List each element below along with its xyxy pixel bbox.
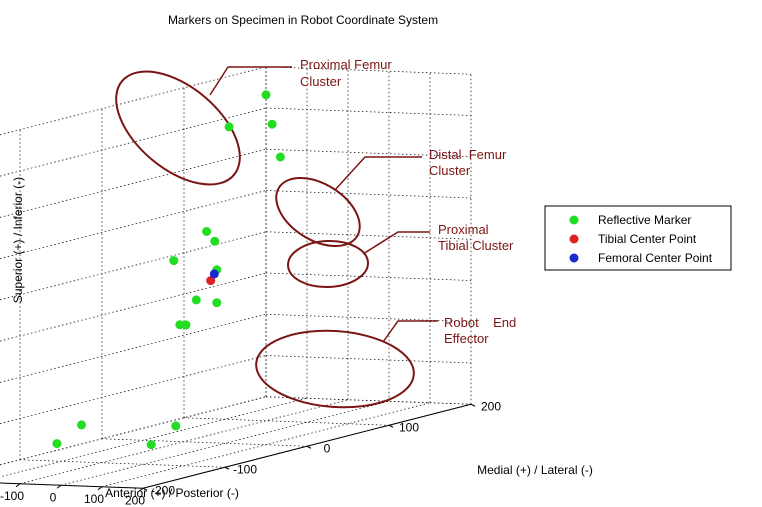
x-tick	[15, 483, 21, 488]
ellipse-proximal-tibial	[287, 239, 369, 289]
y-tick-label: 0	[324, 441, 331, 455]
floor-gridline-y	[183, 417, 390, 426]
floor-gridline-x	[0, 397, 308, 478]
legend-label: Reflective Marker	[598, 213, 691, 227]
data-point	[202, 227, 212, 236]
data-point	[210, 236, 220, 246]
chart-title: Markers on Specimen in Robot Coordinate …	[168, 13, 438, 27]
sidewall-gridline-z	[265, 313, 472, 323]
y-tick	[306, 445, 312, 449]
annotation-robot-effector-line: Effector	[444, 331, 489, 346]
data-point	[224, 122, 234, 132]
floor-gridline-x	[60, 400, 390, 486]
leader-distal-femur	[334, 156, 422, 191]
data-point	[52, 439, 62, 449]
data-point	[181, 320, 191, 330]
annotation-proximal-femur-line: Cluster	[300, 74, 342, 89]
y-tick	[470, 403, 476, 407]
data-point	[171, 421, 181, 431]
z-axis-title: Superior (+) / Inferior (-)	[11, 177, 25, 303]
wall-gridline-z	[0, 148, 267, 218]
data-point	[275, 152, 285, 162]
sidewall-gridline-z	[265, 355, 472, 364]
ellipse-robot-effector	[255, 329, 415, 409]
y-tick	[388, 424, 394, 428]
x-tick-label: 0	[50, 490, 57, 504]
legend-label: Tibial Center Point	[598, 232, 697, 246]
legend-marker	[569, 234, 579, 244]
x-tick	[97, 486, 103, 491]
leader-proximal-femur	[209, 66, 292, 96]
floor-gridline-y	[19, 459, 226, 468]
leader-proximal-tibial	[362, 231, 430, 255]
data-point	[261, 90, 271, 100]
y-tick	[142, 487, 148, 491]
y-tick-label: -100	[233, 462, 257, 476]
x-axis-line	[0, 482, 144, 489]
x-tick-label: 200	[125, 493, 145, 507]
annotation-proximal-femur-line: Proximal Femur	[300, 57, 392, 72]
y-axis-title: Medial (+) / Lateral (-)	[477, 463, 593, 477]
legend-label: Femoral Center Point	[598, 251, 713, 265]
floor-gridline-y	[101, 438, 308, 447]
wall-gridline-z	[0, 396, 267, 466]
annotation-distal-femur-line: Distal Femur	[429, 147, 507, 162]
y-tick	[224, 466, 230, 470]
leader-robot-effector	[382, 320, 438, 343]
data-point	[191, 295, 201, 305]
data-point	[146, 440, 156, 450]
legend-marker	[569, 215, 579, 225]
x-tick-label: -100	[0, 489, 24, 503]
x-tick	[56, 484, 62, 489]
data-point	[267, 119, 277, 129]
data-point	[77, 420, 86, 430]
wall-gridline-z	[0, 66, 267, 136]
annotation-robot-effector-line: Robot End	[444, 315, 516, 330]
wall-gridline-z	[0, 355, 267, 424]
x-tick	[138, 487, 144, 492]
y-tick-label: 100	[399, 420, 419, 434]
x-tick-label: 100	[84, 492, 104, 506]
y-tick-label: 200	[481, 399, 501, 413]
annotation-proximal-tibial-line: Proximal	[438, 222, 489, 237]
legend-marker	[569, 253, 579, 263]
sidewall-gridline-z	[265, 190, 472, 199]
data-point	[209, 269, 219, 279]
data-point	[169, 256, 179, 266]
wall-gridline-z	[0, 272, 267, 342]
data-point	[206, 276, 216, 286]
wall-gridline-z	[0, 190, 267, 259]
annotation-distal-femur-line: Cluster	[429, 163, 471, 178]
wall-gridline-z	[0, 313, 267, 383]
sidewall-gridline-z	[265, 107, 472, 116]
wall-gridline-z	[0, 231, 267, 301]
y-tick-label: -200	[151, 483, 175, 497]
ellipse-proximal-femur	[115, 70, 241, 186]
wall-gridline-z	[0, 107, 267, 177]
x-axis-title: Anterior (+) / Posterior (-)	[105, 486, 239, 500]
data-point	[212, 298, 222, 308]
annotation-proximal-tibial-line: Tibial Cluster	[438, 238, 514, 253]
ellipse-distal-femur	[275, 176, 361, 248]
floor-gridline-x	[19, 399, 349, 485]
